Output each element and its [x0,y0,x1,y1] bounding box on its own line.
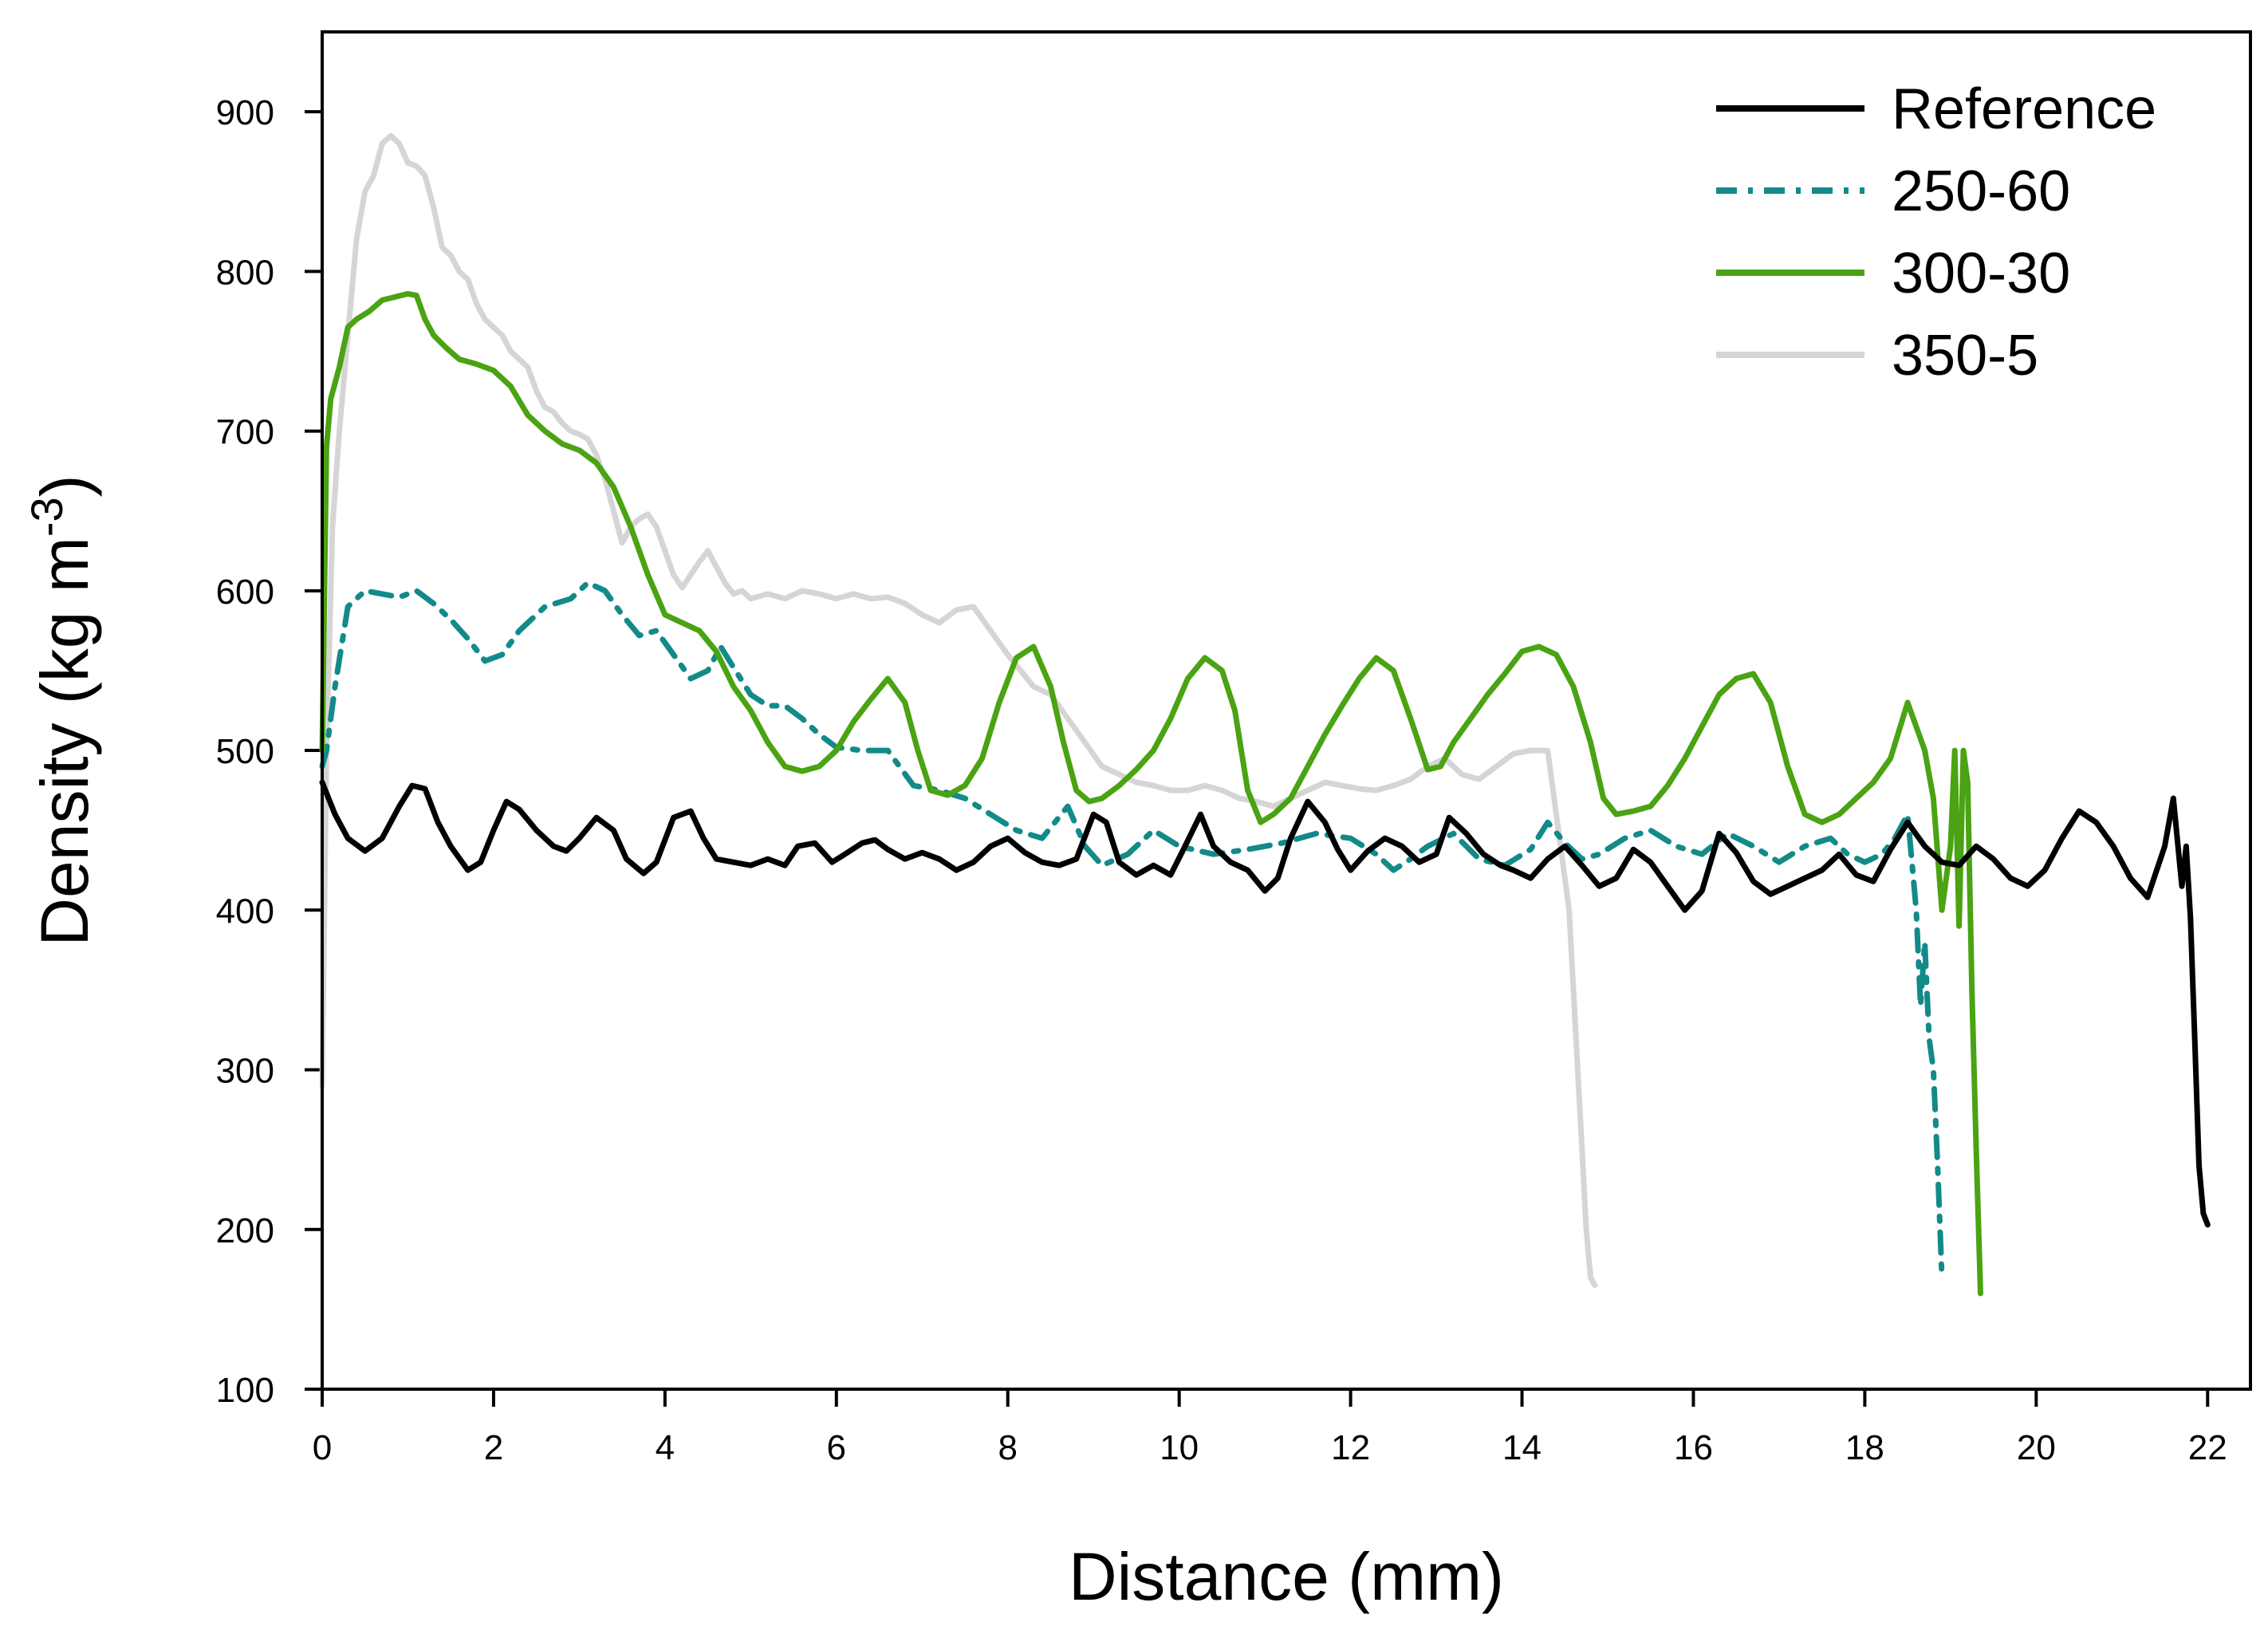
series-line-reference [319,779,2211,1228]
series-line-350-5 [319,132,1598,1289]
x-tick-label: 14 [1502,1428,1542,1467]
legend-label-300-30: 300-30 [1892,242,2070,305]
y-axis-title-close: ) [27,474,102,497]
y-tick-label: 100 [216,1371,274,1410]
x-tick-label: 18 [1845,1428,1884,1467]
y-axis-title: Density (kg m-3) [22,474,102,946]
legend-label-350-5: 350-5 [1892,324,2038,388]
x-axis-title: Distance (mm) [1069,1539,1504,1614]
y-axis-title-main: Density (kg m [27,537,102,946]
y-tick-label: 200 [216,1211,274,1250]
y-axis-title-superscript: -3 [22,497,72,537]
axes-layer: 0 2 4 6 8 10 12 14 16 18 20 22 100 200 300 400 500 600 700… [216,93,2227,1467]
series-line-250-60 [319,580,1945,1281]
x-tick-label: 10 [1160,1428,1199,1467]
x-tick-label: 20 [2017,1428,2056,1467]
plot-frame [321,30,2252,1391]
x-tick-label: 4 [656,1428,675,1467]
x-tick-label: 2 [484,1428,503,1467]
x-tick-label: 22 [2188,1428,2227,1467]
y-tick-label: 500 [216,732,274,771]
series-line-300-30 [319,290,1983,1297]
x-tick-label: 12 [1331,1428,1370,1467]
x-tick-label: 8 [998,1428,1017,1467]
y-tick-label: 300 [216,1052,274,1091]
y-tick-label: 800 [216,253,274,292]
x-tick-label: 16 [1674,1428,1713,1467]
x-tick-label: 6 [827,1428,846,1467]
y-tick-label: 600 [216,573,274,612]
series-layer [319,132,2211,1297]
x-tick-label: 0 [313,1428,332,1467]
y-tick-label: 400 [216,892,274,931]
y-tick-label: 900 [216,93,274,132]
y-tick-label: 700 [216,413,274,452]
legend-label-250-60: 250-60 [1892,159,2070,223]
legend-label-reference: Reference [1892,77,2156,141]
legend: Reference 250-60 300-30 350-5 [1716,77,2156,388]
